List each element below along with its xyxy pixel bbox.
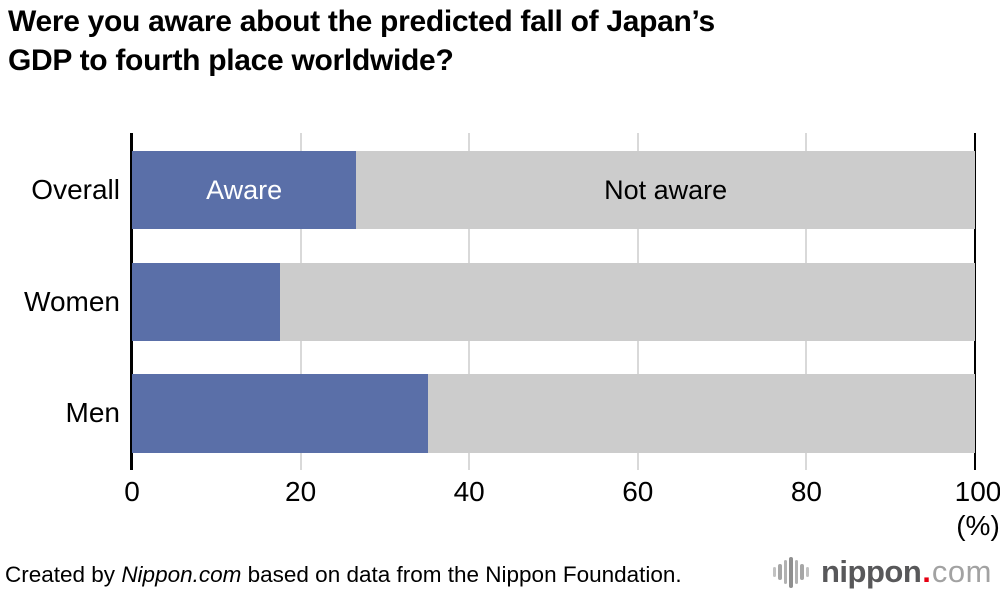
x-tick-label-40: 40: [453, 476, 485, 507]
nippon-logo-text: nippon . com: [821, 552, 992, 592]
plot-area: Aware Not aware: [130, 133, 976, 470]
not-aware-bar-segment: [427, 374, 975, 453]
aware-bar-segment: [132, 263, 280, 341]
not-aware-label: Not aware: [604, 174, 728, 205]
bar-row-men: [132, 374, 975, 453]
x-tick-label-20: 20: [285, 476, 317, 507]
category-label-overall: Overall: [31, 174, 120, 205]
aware-bar-segment: [132, 374, 428, 453]
nippon-logo-soundwave-icon: [772, 556, 812, 588]
soundwave-bar: [783, 560, 787, 584]
aware-label: Aware: [206, 174, 283, 205]
chart-title-line2: GDP to fourth place worldwide?: [8, 44, 454, 77]
nippon-logo-name: nippon: [821, 554, 922, 589]
aware-bar-segment: Aware: [132, 151, 357, 229]
chart-title-line1: Were you aware about the predicted fall …: [8, 5, 715, 38]
chart-title: Were you aware about the predicted fall …: [8, 2, 715, 80]
x-axis-unit: (%): [956, 510, 1000, 541]
not-aware-bar-segment: [279, 263, 975, 341]
x-tick-label-60: 60: [622, 476, 654, 507]
category-label-women: Women: [24, 286, 120, 317]
nippon-logo-tld: com: [931, 554, 992, 589]
attribution-source: Nippon.com: [121, 562, 242, 587]
soundwave-bar: [794, 560, 798, 584]
nippon-logo-dot: .: [922, 554, 931, 589]
not-aware-bar-segment: Not aware: [356, 151, 975, 229]
nippon-logo: nippon . com: [772, 552, 993, 592]
x-tick-label-100: 100: [954, 476, 1000, 507]
soundwave-bar: [800, 564, 804, 580]
soundwave-bar: [778, 564, 782, 580]
attribution-prefix: Created by: [5, 562, 122, 587]
bar-row-women: [132, 263, 975, 341]
category-label-men: Men: [65, 397, 120, 428]
soundwave-bar: [805, 567, 809, 577]
y-axis-line: [130, 133, 133, 470]
bar-row-overall: Aware Not aware: [132, 151, 975, 229]
x-tick-label-0: 0: [124, 476, 140, 507]
attribution-suffix: based on data from the Nippon Foundation…: [241, 562, 682, 587]
soundwave-bar: [772, 567, 776, 577]
x-tick-label-80: 80: [790, 476, 822, 507]
attribution-text: Created by Nippon.com based on data from…: [5, 562, 682, 588]
right-boundary-line: [974, 133, 976, 470]
soundwave-bar: [789, 556, 793, 588]
